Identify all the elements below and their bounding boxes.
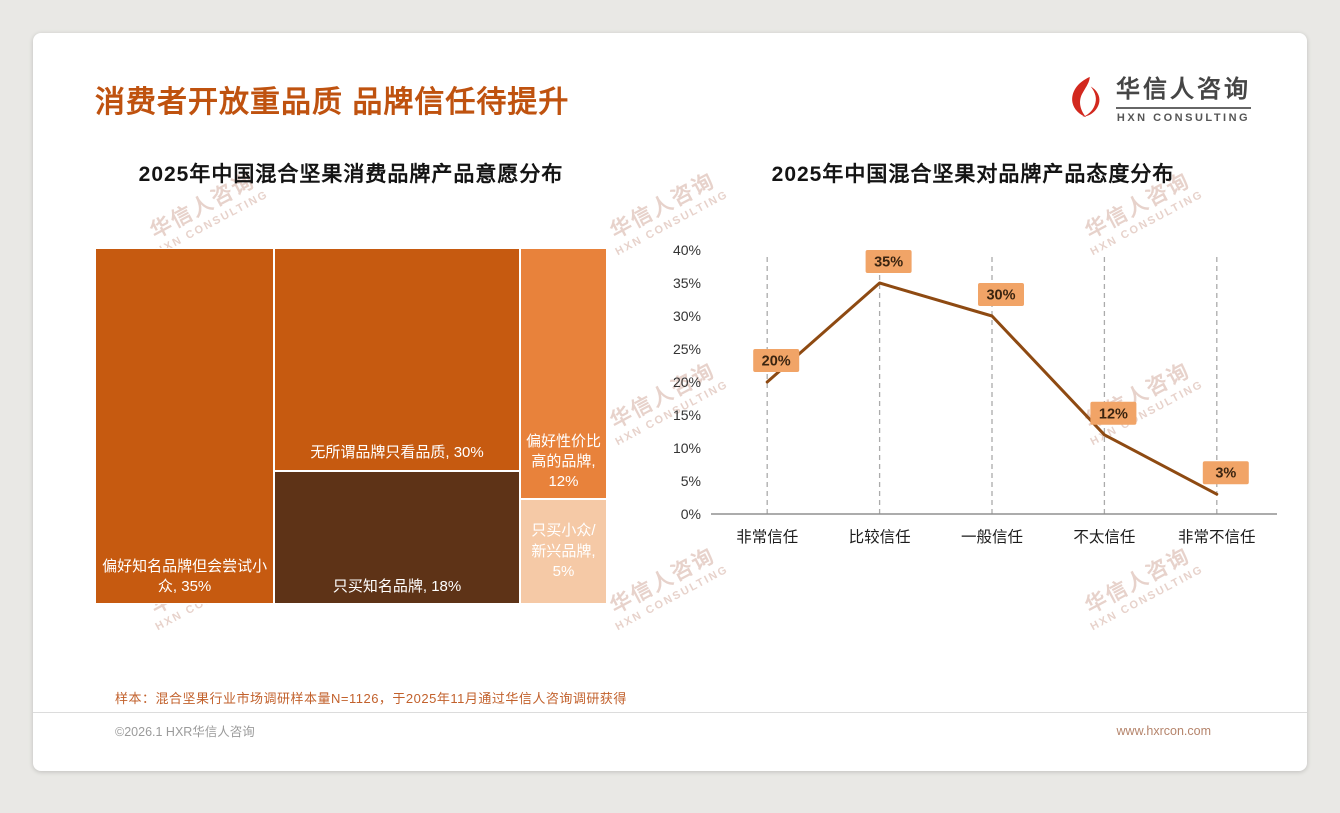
treemap-block-label: 无所谓品牌只看品质, 30% <box>310 444 484 462</box>
data-label-text: 20% <box>762 354 791 370</box>
y-axis-tick-label: 35% <box>673 275 701 291</box>
sample-note: 样本：混合坚果行业市场调研样本量N=1126，于2025年11月通过华信人咨询调… <box>115 691 627 706</box>
logo-flame-icon <box>1072 76 1100 117</box>
treemap-block-label: 偏好性价比高的品牌, 12% <box>525 432 601 491</box>
data-label-box <box>1202 461 1249 485</box>
y-axis-tick-label: 40% <box>673 242 701 258</box>
page-title: 消费者开放重品质 品牌信任待提升 <box>95 86 570 119</box>
treemap-block: 只买知名品牌, 18% <box>274 470 520 604</box>
data-label-text: 12% <box>1099 406 1128 422</box>
treemap-block-label: 偏好知名品牌但会尝试小众, 35% <box>102 557 268 595</box>
logo-name: 华信人咨询 <box>1116 76 1251 103</box>
line-chart-svg: 0% 5% 10% 15% 20% 25% 30% 35% 40% 非常信任 比较信任 一般信任 不太信… <box>673 242 1277 546</box>
x-axis-category-label: 一般信任 <box>961 528 1023 546</box>
treemap-title: 2025年中国混合坚果消费品牌产品意愿分布 <box>138 163 564 186</box>
y-axis-tick-label: 25% <box>673 341 701 357</box>
treemap-block-label: 只买知名品牌, 18% <box>332 577 462 595</box>
logo-subtitle: HXN CONSULTING <box>1116 107 1251 124</box>
data-label-text: 3% <box>1215 466 1236 482</box>
data-line <box>765 281 1219 496</box>
slide-header: 消费者开放重品质 品牌信任待提升 华信人咨询 HXN CONSULTING <box>33 33 1307 124</box>
treemap-block: 偏好知名品牌但会尝试小众, 35% <box>95 248 275 604</box>
data-label-box <box>978 283 1024 306</box>
treemap-block: 只买小众/新兴品牌, 5% <box>519 499 607 604</box>
logo-text: 华信人咨询 HXN CONSULTING <box>1116 69 1251 124</box>
copyright-text: ©2026.1 HXR华信人咨询 <box>115 725 255 739</box>
data-label-box <box>865 250 912 273</box>
treemap-block: 偏好性价比高的品牌, 12% <box>519 248 607 500</box>
data-label-text: 30% <box>986 288 1015 304</box>
slide: 华信人咨询 HXN CONSULTING 华信人咨询 HXN CONSULTING 华信… <box>33 33 1307 771</box>
x-axis-category-label: 不太信任 <box>1073 528 1135 546</box>
line-chart-section: 2025年中国混合坚果对品牌产品态度分布 0% 5% 10% 15% 20% 25% 30%… <box>653 158 1293 604</box>
y-axis-tick-label: 30% <box>673 308 701 324</box>
y-axis-tick-label: 0% <box>681 506 701 522</box>
treemap-section: 2025年中国混合坚果消费品牌产品意愿分布 偏好知名品牌但会尝试小众, 35% 无… <box>95 158 607 604</box>
slide-footer: ©2026.1 HXR华信人咨询 www.hxrcon.com <box>115 721 1211 740</box>
charts-row: 2025年中国混合坚果消费品牌产品意愿分布 偏好知名品牌但会尝试小众, 35% 无… <box>33 158 1307 604</box>
x-axis-category-label: 比较信任 <box>849 528 911 546</box>
logo: 华信人咨询 HXN CONSULTING <box>1061 69 1251 124</box>
treemap-chart: 偏好知名品牌但会尝试小众, 35% 无所谓品牌只看品质, 30% 只买知名品牌, 1… <box>95 248 607 604</box>
x-axis-category-label: 非常信任 <box>736 528 798 546</box>
treemap-block-label: 只买小众/新兴品牌, 5% <box>531 522 596 580</box>
data-label-text: 35% <box>874 255 903 271</box>
footer-divider <box>33 712 1307 713</box>
y-axis-tick-label: 20% <box>673 374 701 390</box>
y-axis-tick-label: 15% <box>673 407 701 423</box>
data-label-box <box>753 349 800 372</box>
y-axis-tick-label: 10% <box>673 440 701 456</box>
treemap-block: 无所谓品牌只看品质, 30% <box>274 248 520 471</box>
website-link[interactable]: www.hxrcon.com <box>1116 723 1211 738</box>
line-chart: 0% 5% 10% 15% 20% 25% 30% 35% 40% 非常信任 比较信任 一般信任 不太信… <box>653 236 1293 586</box>
y-axis-tick-label: 5% <box>681 473 701 489</box>
data-label-box <box>1090 401 1137 425</box>
line-chart-title: 2025年中国混合坚果对品牌产品态度分布 <box>771 163 1175 186</box>
x-axis-category-label: 非常不信任 <box>1178 528 1256 546</box>
